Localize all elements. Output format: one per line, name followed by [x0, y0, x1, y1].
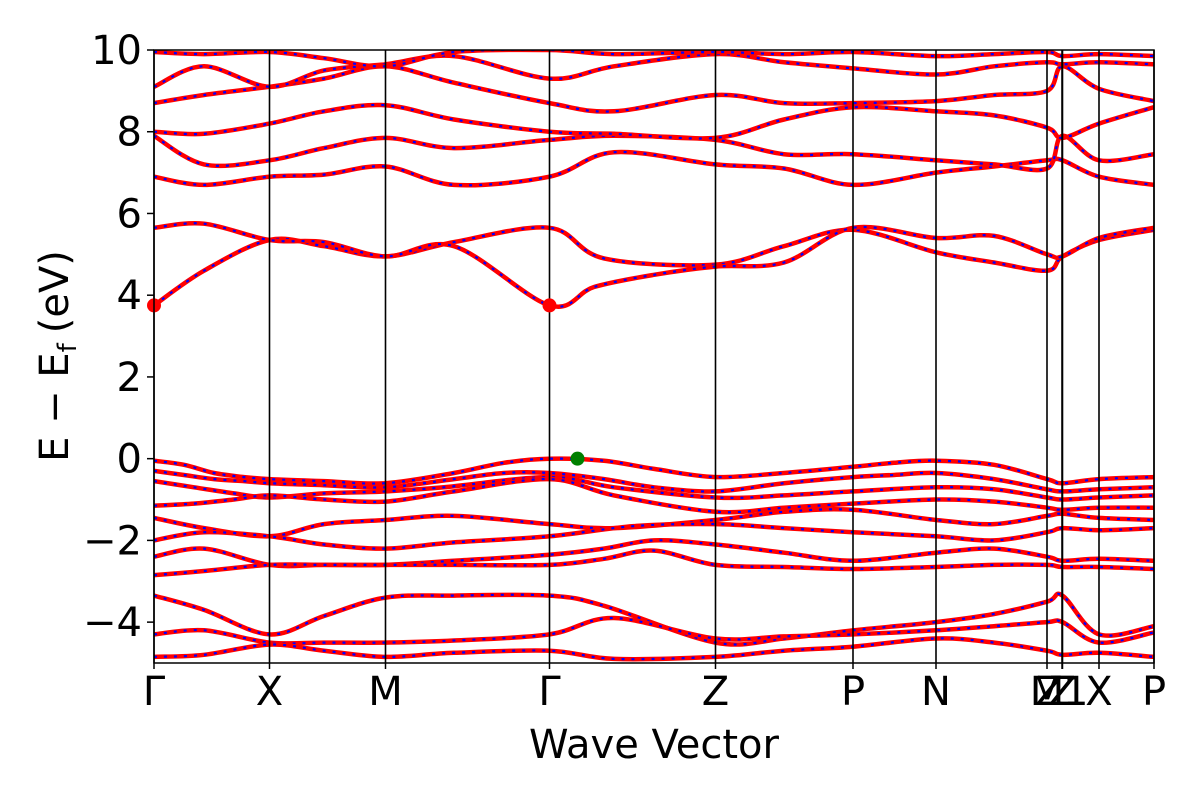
band-line-8: [154, 591, 1154, 647]
y-axis-label-sub: f: [53, 342, 83, 352]
y-tick-label-1: 8: [117, 110, 142, 156]
extrema-markers: [147, 298, 585, 466]
x-tick-label-10: X: [1085, 669, 1112, 715]
x-tick-label-4: Z: [702, 669, 729, 715]
x-tick-label-7: M: [1030, 669, 1065, 715]
band-overlay-7: [154, 549, 1154, 577]
band-overlay-17: [154, 52, 1154, 88]
x-tick-label-3: Γ: [538, 669, 561, 715]
band-line-11: [154, 225, 1154, 308]
x-tick-label-1: X: [256, 669, 283, 715]
x-tick-label-6: N: [921, 669, 951, 715]
x-tick-label-2: M: [368, 669, 403, 715]
y-tick-label-3: 4: [117, 273, 142, 319]
band-overlay-15: [154, 103, 1154, 140]
kpoint-lines: [153, 50, 1155, 663]
band-line-6: [154, 538, 1154, 569]
x-axis-label: Wave Vector: [529, 722, 780, 768]
marker-vbm-2: [570, 451, 585, 466]
band-line-16: [154, 64, 1154, 114]
y-tick-label-6: −2: [83, 518, 142, 564]
band-overlay-5: [154, 522, 1154, 550]
band-overlay-13: [154, 150, 1154, 187]
band-line-7: [154, 548, 1154, 578]
band-overlay-4: [154, 508, 1154, 538]
y-axis-label: E − Ef (eV): [32, 250, 83, 462]
y-axis-label-unit: (eV): [32, 250, 78, 333]
x-tick-label-0: Γ: [143, 669, 166, 715]
y-tick-label-4: 2: [117, 355, 142, 401]
y-tick-label-2: 6: [117, 191, 142, 237]
y-ticks: 10 8 6 4 2 0 −2 −4: [83, 28, 154, 646]
bands-layer: [154, 50, 1154, 662]
band-overlay-12: [154, 222, 1154, 308]
y-tick-label-0: 10: [91, 28, 142, 74]
y-tick-label-5: 0: [117, 437, 142, 483]
band-overlay-0: [154, 457, 1154, 485]
band-overlay-10: [154, 637, 1154, 661]
band-overlay-16: [154, 65, 1154, 113]
band-line-13: [154, 149, 1154, 188]
x-tick-label-9: Z1: [1036, 669, 1089, 715]
band-overlay-14: [154, 134, 1154, 172]
x-tick-label-8: Z: [1049, 669, 1076, 715]
band-overlay-1: [154, 469, 1154, 493]
y-tick-label-7: −4: [83, 600, 142, 646]
svg-text:E − Ef(eV): E − Ef (eV): [32, 250, 83, 462]
band-overlay-8: [154, 592, 1154, 646]
band-line-15: [154, 102, 1154, 141]
band-overlay-9: [154, 616, 1154, 645]
x-tick-label-5: P: [841, 669, 865, 715]
marker-cbm-1: [542, 298, 557, 313]
band-overlay-18: [154, 50, 1154, 68]
band-overlay-6: [154, 539, 1154, 568]
plot-frame: [153, 49, 1155, 664]
y-axis-label-main: E − E: [32, 352, 78, 462]
x-tick-label-11: P: [1142, 669, 1166, 715]
